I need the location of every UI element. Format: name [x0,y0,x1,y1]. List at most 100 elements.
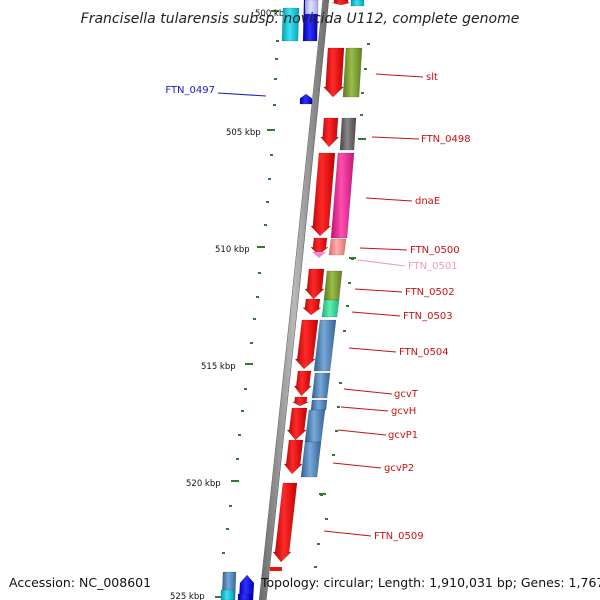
position-tick [231,480,239,482]
accession-text: Accession: NC_008601 [9,575,151,590]
minor-tick [258,272,261,274]
label-leader-line [351,311,401,317]
minor-tick [273,104,276,106]
topology-text: Topology: circular; Length: 1,910,031 bp… [260,575,600,590]
gene-block [220,589,235,600]
minor-tick [319,493,326,495]
gene-block [330,152,355,239]
minor-tick [276,40,279,42]
minor-tick [229,505,232,507]
gene-label: gcvT [394,389,419,400]
minor-tick [266,201,269,203]
gene-block [311,372,331,399]
minor-tick [358,138,361,140]
label-leader-line [343,388,393,395]
minor-tick [361,92,364,94]
minor-tick [250,342,253,344]
label-leader-line [323,530,372,537]
cds-arrow [320,117,340,148]
position-tick [271,10,279,12]
cds-arrow [272,482,298,563]
cds-arrow [283,439,304,475]
map-title: Francisella tularensis subsp. novicida U… [81,11,520,27]
gene-label: slt [426,72,438,83]
gene-label: FTN_0503 [403,311,453,322]
gene-label: FTN_0501 [408,261,458,272]
label-leader-line [332,462,382,469]
gene-block [237,593,253,600]
minor-tick [244,388,247,390]
cds-arrow [292,396,309,407]
minor-tick [264,224,267,226]
minor-tick [314,566,317,568]
label-leader-line [348,347,397,353]
cds-arrow [310,152,336,237]
label-leader-line [340,406,389,412]
minor-tick [367,43,370,45]
minor-tick [256,296,259,298]
cds-arrow [323,47,345,98]
position-tick-label: 500 kbp [255,9,290,19]
gene-label: FTN_0502 [405,287,455,298]
position-tick-label: 525 kbp [170,592,205,600]
label-leader-line [365,197,413,202]
label-leader-line [359,247,408,251]
label-leader-line [357,259,406,267]
minor-tick [274,78,277,80]
gene-label: gcvP2 [384,463,414,474]
minor-tick [332,454,335,456]
minor-tick [360,114,363,116]
cds-arrow [304,268,325,300]
label-leader-line [217,92,267,97]
position-tick [215,596,223,598]
minor-tick [241,410,244,412]
gene-block [304,409,326,443]
cds-arrow [312,252,326,258]
gene-block [342,47,363,98]
position-tick-label: 505 kbp [226,128,261,138]
minor-tick [325,518,328,520]
label-leader-line [375,73,424,78]
minor-tick [348,282,351,284]
gene-block [328,238,347,256]
gene-label: gcvH [391,406,416,417]
minor-tick [222,552,225,554]
cds-arrow [293,370,312,397]
minor-tick [349,257,356,259]
minor-tick [346,305,349,307]
cds-arrow [281,7,300,42]
minor-tick [360,138,366,140]
cds-arrow [294,319,319,370]
minor-tick [317,543,320,545]
gene-block [300,441,322,478]
position-tick [267,129,275,131]
gene-block [321,299,340,318]
gene-label: FTN_0504 [399,347,449,358]
gene-label: FTN_0509 [374,531,424,542]
position-tick-label: 520 kbp [186,479,221,489]
cds-fragment [270,567,282,571]
position-tick-label: 515 kbp [201,362,236,372]
minor-tick [337,406,340,408]
cds-arrow [350,0,365,7]
gene-label: FTN_0498 [421,134,471,145]
minor-tick [226,528,229,530]
gene-block [313,319,337,372]
minor-tick [275,58,278,60]
gene-label: dnaE [415,196,440,207]
cds-arrow [331,0,351,6]
minor-tick [268,178,271,180]
position-tick [257,246,265,248]
gene-label: FTN_0497 [165,85,215,96]
minor-tick [343,330,346,332]
cds-arrow [302,298,322,316]
cds-arrow [238,574,255,600]
gene-label: gcvP1 [388,430,418,441]
minor-tick [253,318,256,320]
feature-track [220,0,365,600]
cds-arrow [286,407,308,441]
label-leader-line [354,288,403,293]
position-tick [245,363,253,365]
cds-arrow [304,0,319,15]
